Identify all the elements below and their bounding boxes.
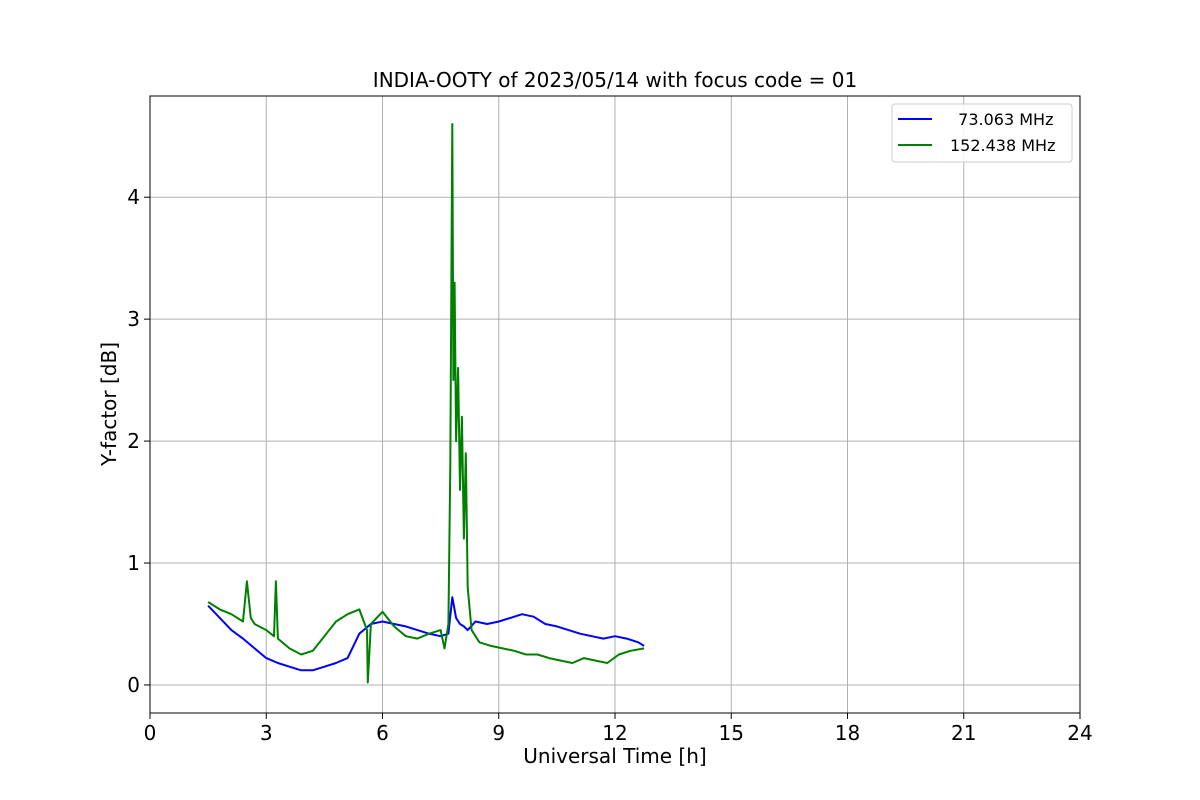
x-axis-label: Universal Time [h] bbox=[523, 744, 706, 768]
y-tick-label: 1 bbox=[127, 551, 140, 575]
y-tick-label: 3 bbox=[127, 307, 140, 331]
chart-title: INDIA-OOTY of 2023/05/14 with focus code… bbox=[373, 68, 857, 92]
x-tick-label: 0 bbox=[144, 721, 157, 745]
x-tick-label: 15 bbox=[719, 721, 744, 745]
x-tick-label: 21 bbox=[951, 721, 976, 745]
x-axis: 0 3 6 9 12 15 18 21 24 bbox=[144, 713, 1093, 745]
y-axis-label: Y-factor [dB] bbox=[97, 342, 121, 467]
y-tick-label: 2 bbox=[127, 429, 140, 453]
series-line-0 bbox=[207, 596, 645, 672]
x-tick-label: 18 bbox=[835, 721, 860, 745]
legend-label-73mhz: 73.063 MHz bbox=[948, 110, 1053, 129]
legend-label-152mhz: 152.438 MHz bbox=[950, 136, 1055, 155]
x-tick-label: 12 bbox=[602, 721, 627, 745]
x-tick-label: 24 bbox=[1067, 721, 1092, 745]
legend-box bbox=[891, 103, 1073, 163]
series-line-1 bbox=[207, 123, 645, 684]
y-tick-label: 4 bbox=[127, 185, 140, 209]
x-tick-label: 9 bbox=[492, 721, 505, 745]
legend: 73.063 MHz 152.438 MHz bbox=[891, 103, 1073, 163]
x-tick-label: 6 bbox=[376, 721, 389, 745]
series-layer bbox=[207, 123, 645, 684]
y-axis: 0 1 2 3 4 bbox=[127, 185, 150, 697]
x-tick-label: 3 bbox=[260, 721, 273, 745]
y-tick-label: 0 bbox=[127, 673, 140, 697]
